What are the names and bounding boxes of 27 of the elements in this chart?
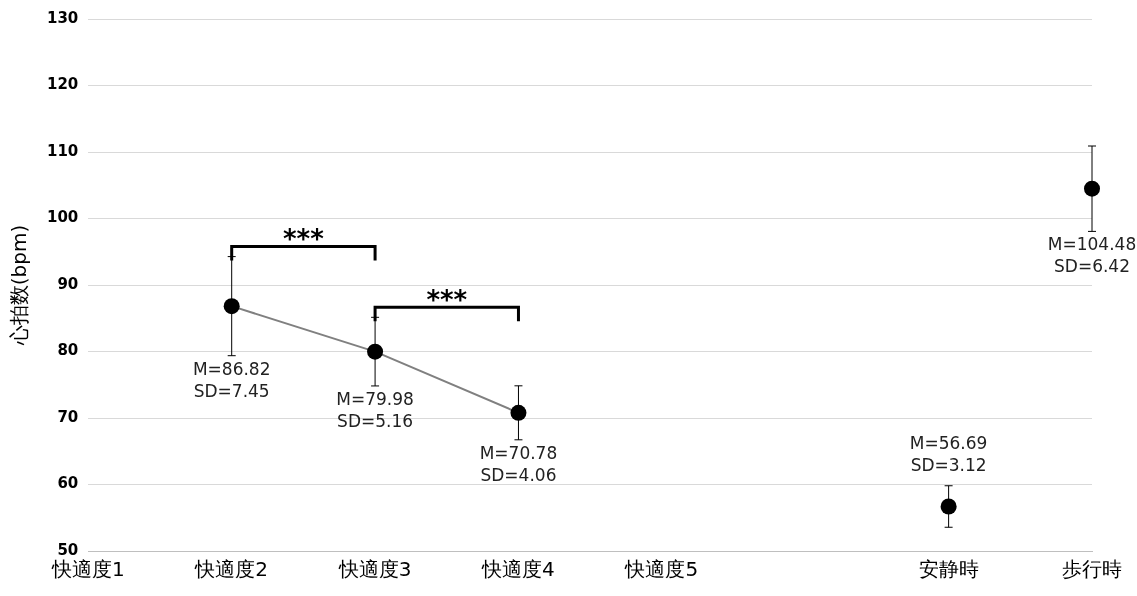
x-tick-label: 歩行時 bbox=[1062, 557, 1122, 582]
point bbox=[510, 404, 527, 421]
y-tick-label: 130 bbox=[47, 8, 79, 27]
data-label: M=86.82 SD=7.45 bbox=[192, 358, 271, 401]
y-tick-label: 120 bbox=[47, 75, 79, 94]
data-label: M=79.98 SD=5.16 bbox=[336, 388, 414, 431]
x-tick-label: 快適度3 bbox=[337, 557, 412, 582]
y-tick-label: 110 bbox=[47, 141, 79, 160]
data-label: M=70.78 SD=4.06 bbox=[479, 442, 558, 485]
y-tick-label: 80 bbox=[57, 341, 79, 360]
y-tick-label: 90 bbox=[57, 274, 79, 293]
x-tick-label: 安静時 bbox=[918, 557, 979, 582]
x-tick-label: 快適度5 bbox=[624, 557, 699, 582]
y-tick-label: 70 bbox=[57, 407, 79, 426]
y-tick-label: 50 bbox=[57, 540, 79, 559]
annotation: *** bbox=[426, 285, 468, 316]
data-label: M=56.69 SD=3.12 bbox=[909, 432, 988, 475]
x-tick-label: 快適度2 bbox=[194, 557, 269, 582]
annotation: *** bbox=[282, 224, 325, 255]
point bbox=[223, 298, 240, 315]
x-tick-label: 快適度1 bbox=[50, 557, 125, 582]
y-axis-title: 心拍数(bpm) bbox=[7, 224, 32, 347]
point bbox=[940, 498, 957, 515]
data-label: M=104.48 SD=6.42 bbox=[1047, 234, 1137, 277]
y-tick-label: 60 bbox=[57, 474, 79, 493]
y-tick-label: 100 bbox=[47, 208, 79, 227]
x-tick-label: 快適度4 bbox=[481, 557, 555, 582]
